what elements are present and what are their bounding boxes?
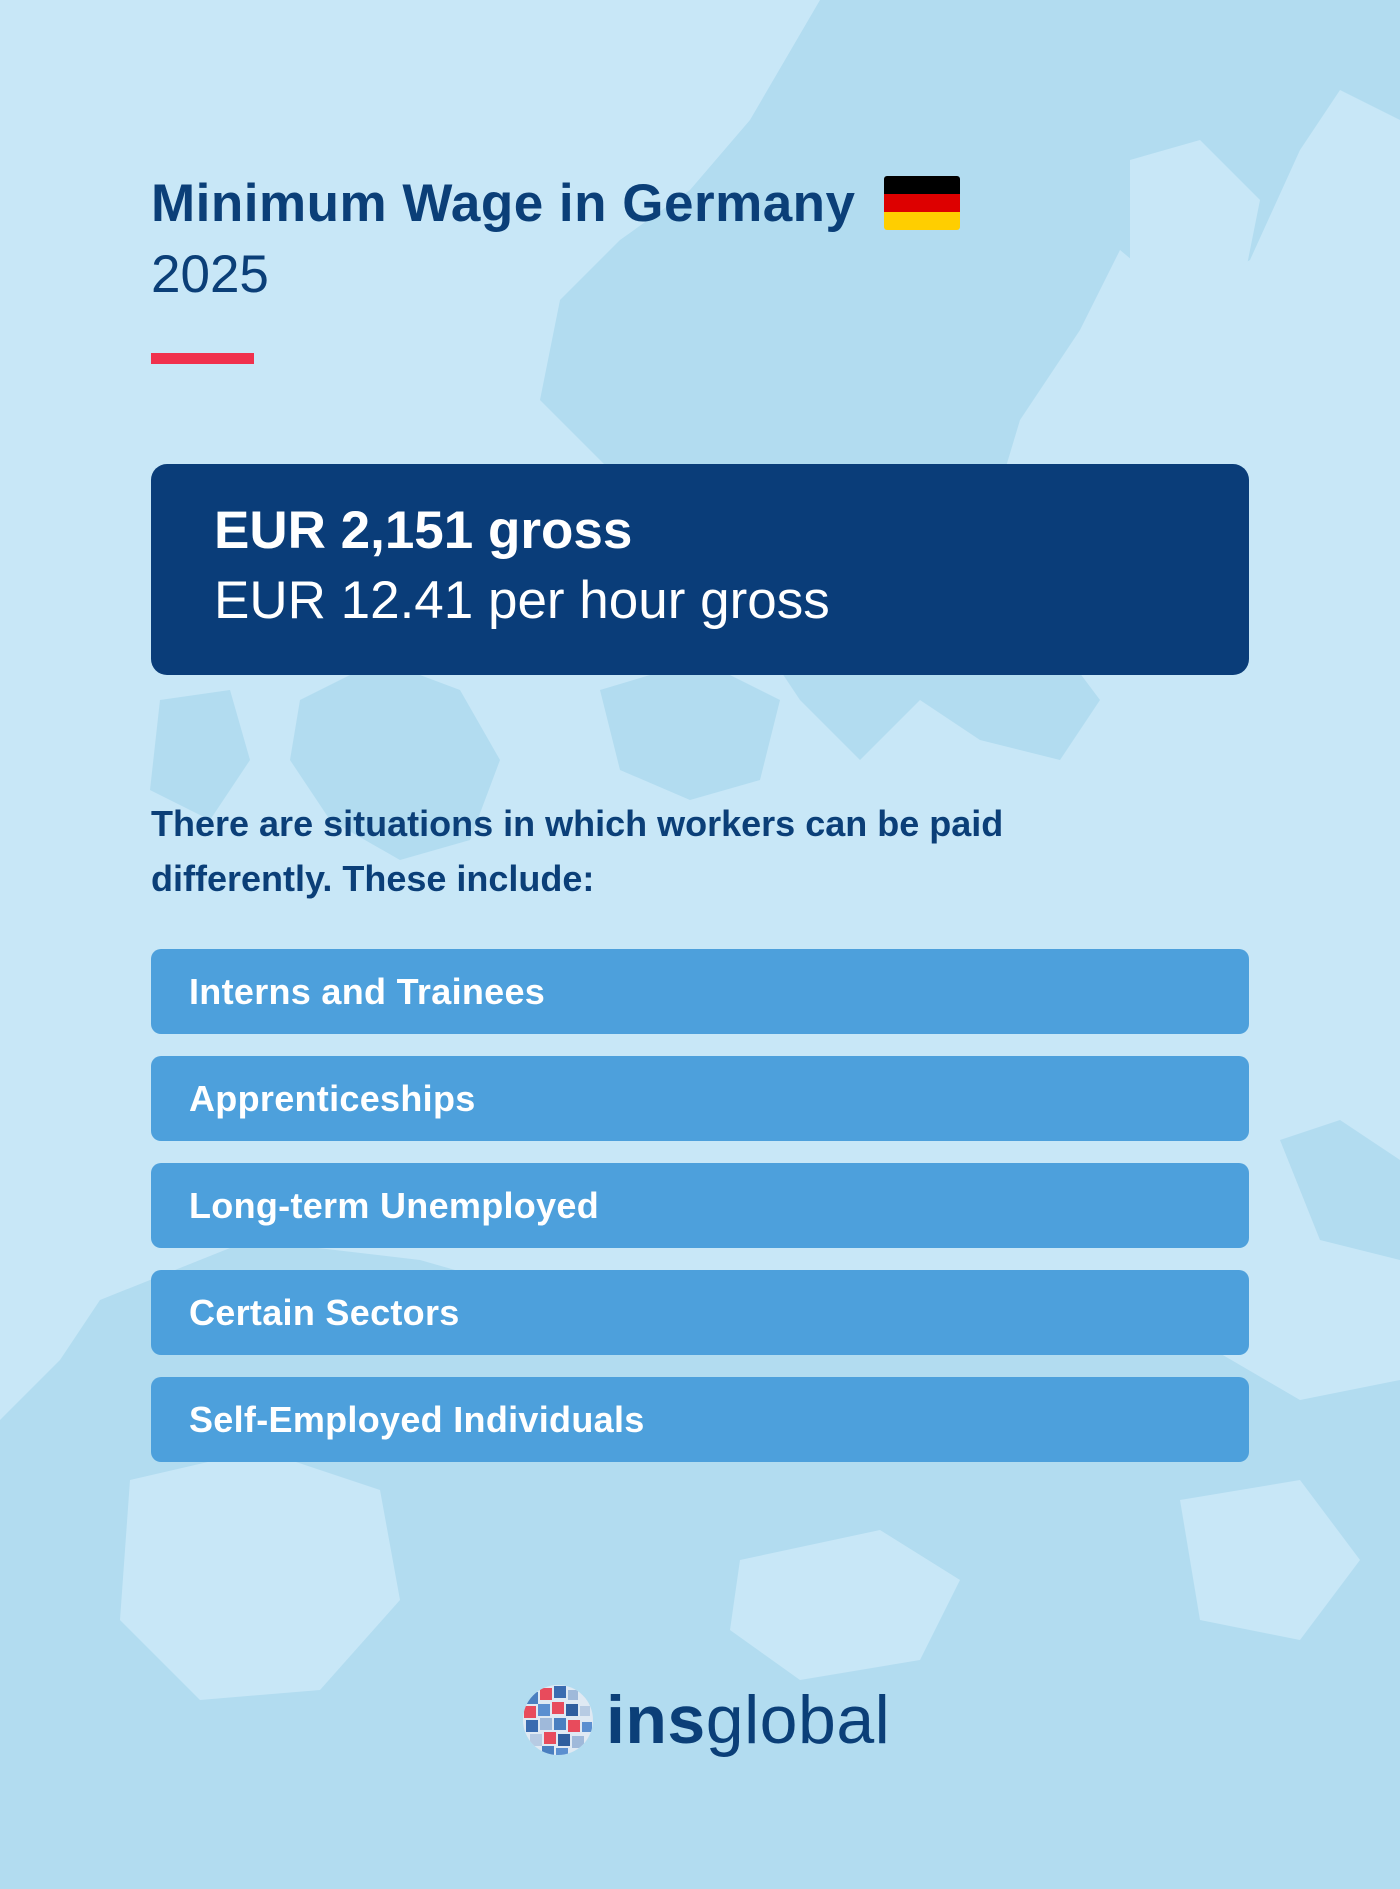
exceptions-intro: There are situations in which workers ca… [151,803,1004,899]
monthly-wage: EUR 2,151 gross [214,501,633,560]
hourly-wage: EUR 12.41 per hour gross [214,571,830,630]
exception-item: Certain Sectors [151,1270,1249,1355]
brand-name-bold: ins [606,1682,706,1758]
accent-divider [151,353,254,364]
flag-stripe-black [883,176,960,194]
exceptions-list: Interns and Trainees Apprenticeships Lon… [151,949,1249,1484]
wage-summary-card: EUR 2,151 gross EUR 12.41 per hour gross [151,464,1249,675]
flag-stripe-gold [883,212,960,230]
exception-item: Apprenticeships [151,1056,1249,1141]
germany-flag-icon [883,176,960,230]
exception-item: Interns and Trainees [151,949,1249,1034]
insglobal-logo: insglobal [520,1682,890,1758]
globe-logo-icon [523,1685,593,1755]
flag-stripe-red [883,194,960,212]
title-row: Minimum Wage in Germany [151,168,960,238]
exception-item: Self-Employed Individuals [151,1377,1249,1462]
page-title: Minimum Wage in Germany [151,173,856,233]
brand-name-regular: global [705,1682,891,1758]
exception-item: Long-term Unemployed [151,1163,1249,1248]
year-label: 2025 [151,245,269,304]
brand-name: insglobal [606,1681,890,1759]
